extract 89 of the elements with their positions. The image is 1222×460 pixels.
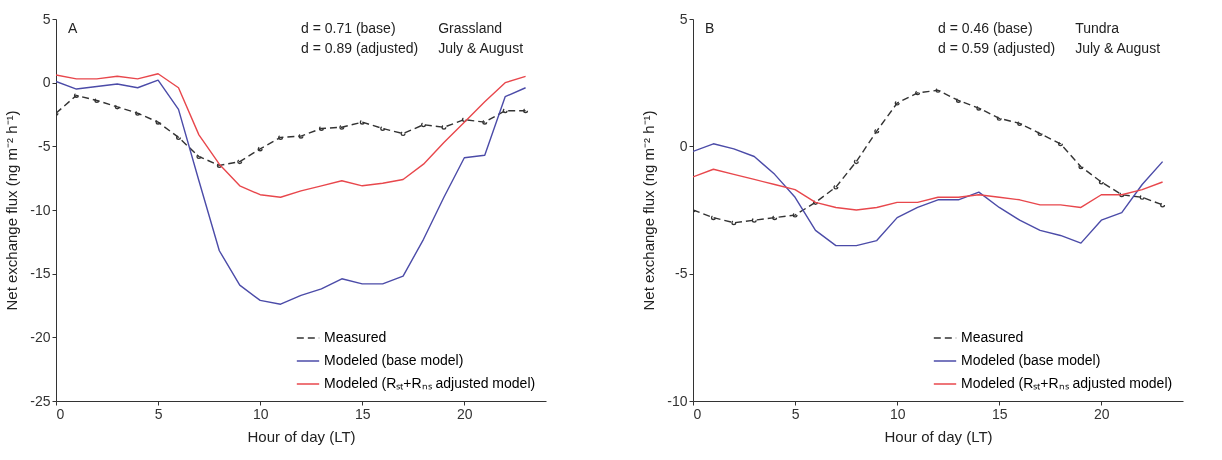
point (216, 162, 222, 168)
point (1017, 120, 1023, 126)
point (792, 212, 798, 218)
x-tick-label: 0 (693, 405, 702, 422)
point (73, 92, 79, 98)
point (114, 104, 120, 110)
annotation: d = 0.89 (adjusted) (301, 40, 419, 56)
x-tick-label: 10 (252, 405, 269, 422)
annotation: d = 0.46 (base) (938, 20, 1033, 36)
point (894, 100, 900, 106)
point (731, 220, 737, 226)
legend-label: Measured (324, 329, 387, 345)
point (833, 184, 839, 190)
annotation: d = 0.71 (base) (301, 20, 396, 36)
x-tick-label: 5 (791, 405, 800, 422)
point (94, 97, 100, 104)
legend-label: Modeled (base model) (961, 352, 1101, 368)
point (380, 125, 386, 132)
y-tick-label: -10 (30, 201, 51, 218)
y-tick-label: -20 (30, 328, 51, 345)
y-tick-label: -5 (675, 265, 688, 282)
point (1098, 179, 1104, 185)
point (196, 154, 202, 160)
point (1119, 192, 1125, 198)
legend-label: Modeled (Rₛₜ+Rₙₛ adjusted model) (324, 375, 536, 391)
x-tick-label: 15 (991, 405, 1008, 422)
point (710, 215, 716, 221)
point (502, 108, 508, 114)
annotation: A (68, 20, 78, 36)
y-axis-title: Net exchange flux (ng m⁻² h⁻¹) (640, 110, 658, 311)
x-tick-label: 20 (457, 405, 473, 422)
point (996, 115, 1002, 121)
line-series (56, 79, 527, 305)
annotation: d = 0.59 (adjusted) (938, 40, 1056, 56)
point (772, 215, 778, 221)
point (751, 217, 757, 223)
x-axis-title: Hour of day (LT) (884, 427, 993, 445)
point (400, 131, 406, 137)
x-tick-label: 5 (154, 405, 163, 422)
x-tick-label: 10 (889, 405, 906, 422)
point (135, 110, 141, 116)
point (976, 105, 982, 111)
y-tick-label: 5 (42, 10, 51, 27)
annotation: Grassland (438, 20, 503, 36)
x-tick-label: 20 (1094, 405, 1110, 422)
point (175, 134, 182, 140)
legend-label: Modeled (Rₛₜ+Rₙₛ adjusted model) (961, 375, 1173, 391)
point (318, 125, 324, 132)
point (955, 97, 961, 104)
point (1078, 164, 1084, 170)
x-tick-label: 0 (56, 405, 65, 422)
point (278, 134, 284, 140)
point (915, 90, 921, 96)
y-tick-label: -10 (667, 392, 688, 409)
point (1037, 131, 1043, 137)
y-tick-label: 0 (42, 74, 51, 91)
y-tick-label: -25 (30, 392, 51, 409)
point (853, 159, 859, 165)
x-tick-label: 15 (354, 405, 371, 422)
y-tick-label: 5 (679, 10, 688, 27)
point (482, 119, 488, 125)
point (1057, 141, 1064, 147)
line-series (693, 143, 1164, 247)
line-series (56, 73, 527, 198)
y-tick-label: -15 (30, 265, 51, 282)
annotation: B (705, 20, 715, 36)
point (461, 117, 467, 123)
legend-label: Measured (961, 329, 1024, 345)
point (874, 128, 880, 134)
point (298, 133, 304, 139)
point (1139, 194, 1145, 200)
point (812, 199, 819, 205)
point (237, 159, 243, 165)
point (155, 119, 161, 125)
point (257, 146, 263, 152)
point (935, 87, 941, 93)
y-axis-title: Net exchange flux (ng m⁻² h⁻¹) (3, 110, 21, 311)
annotation: Tundra (1075, 20, 1120, 36)
point (420, 122, 427, 128)
point (339, 124, 345, 130)
line-series (693, 168, 1164, 211)
point (441, 124, 447, 130)
legend-label: Modeled (base model) (324, 352, 464, 368)
y-tick-label: -5 (38, 137, 51, 154)
annotation: July & August (438, 40, 524, 56)
annotation: July & August (1075, 40, 1161, 56)
x-axis-title: Hour of day (LT) (247, 427, 356, 445)
point (359, 119, 365, 125)
y-tick-label: 0 (679, 137, 688, 154)
